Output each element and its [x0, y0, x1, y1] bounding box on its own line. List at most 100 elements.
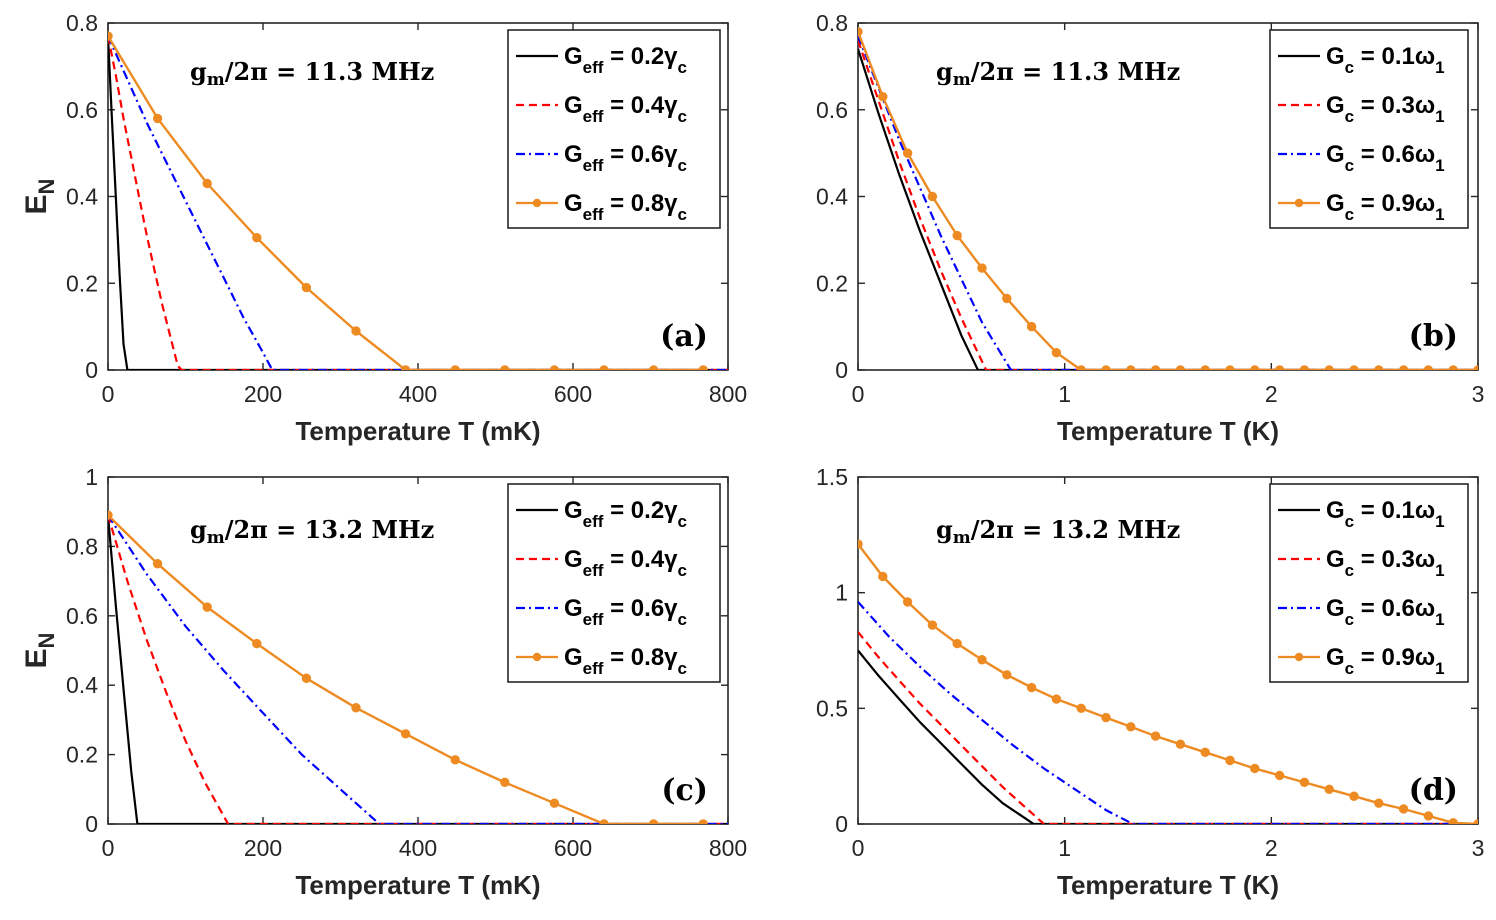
data-point: [1200, 747, 1210, 757]
legend-entry-2: Geff = 0.4γc: [564, 92, 687, 126]
data-point: [500, 777, 510, 788]
data-point: [1324, 784, 1334, 794]
data-point: [1349, 365, 1359, 370]
legend-entry-1: Geff = 0.2γc: [564, 497, 687, 531]
x-tick-label: 800: [709, 381, 747, 407]
data-point: [1448, 818, 1458, 824]
data-point: [301, 282, 312, 293]
annotation: gm/2π = 11.3 MHz: [190, 57, 434, 90]
data-point: [400, 365, 411, 370]
y-tick-label: 0.4: [66, 184, 98, 210]
data-point: [1175, 365, 1186, 370]
data-point: [549, 798, 560, 808]
legend-box: [1269, 483, 1469, 683]
y-tick-label: 0.6: [816, 97, 848, 123]
panel-label: (d): [1409, 773, 1458, 808]
data-point: [1126, 722, 1136, 732]
legend-marker: [532, 652, 542, 662]
data-point: [450, 365, 460, 370]
y-tick-label: 0: [835, 357, 848, 383]
data-point: [977, 263, 987, 273]
data-point: [202, 178, 212, 189]
y-tick-label: 1.5: [816, 464, 848, 490]
data-point: [1398, 804, 1409, 814]
y-tick-label: 0.8: [66, 533, 98, 559]
data-point: [1299, 365, 1310, 370]
legend-entry-3: Geff = 0.6γc: [564, 595, 687, 629]
series-group: [858, 26, 1478, 370]
series-group: [108, 31, 728, 370]
x-axis-label: Temperature T (K): [1057, 416, 1279, 446]
x-tick-label: 200: [244, 835, 282, 861]
legend-marker: [1294, 652, 1304, 662]
panel-d: 0 1 2 3 0 0.5 1 1.5 Temperature T (K) gm/2π = 13.…: [816, 464, 1484, 900]
data-point: [952, 638, 962, 649]
data-point: [301, 673, 312, 683]
y-axis-label: EN: [20, 179, 59, 215]
data-point: [1026, 682, 1037, 693]
legend-box: [507, 29, 721, 229]
data-point: [1126, 365, 1136, 370]
legend-marker: [532, 198, 542, 208]
data-point: [1076, 365, 1086, 370]
data-point: [1101, 365, 1111, 370]
data-point: [977, 655, 987, 665]
data-point: [1200, 365, 1210, 370]
data-point: [927, 620, 938, 630]
y-tick-label: 0.6: [66, 603, 98, 629]
y-tick-label: 1: [85, 464, 98, 490]
series-line-1: [858, 649, 1478, 824]
x-tick-label: 3: [1472, 381, 1485, 407]
data-point: [902, 597, 913, 607]
legend: Geff = 0.2γc Geff = 0.4γc Geff = 0.6γc Geff…: [507, 29, 721, 229]
legend-entry-2: Gc = 0.3ω1: [1326, 92, 1445, 126]
y-tick-label: 0: [835, 811, 848, 837]
panel-c: 0 200 400 600 800 0 0.2 0.4 0.6 0.8 1 Temperature T…: [20, 464, 747, 900]
data-point: [1324, 365, 1334, 370]
x-tick-label: 2: [1265, 381, 1278, 407]
x-axis-label: Temperature T (mK): [295, 870, 540, 900]
x-tick-label: 1: [1058, 835, 1071, 861]
data-point: [1051, 347, 1062, 358]
data-point: [927, 191, 938, 202]
series-line-3: [858, 35, 1478, 370]
data-point: [599, 819, 609, 824]
data-point: [648, 365, 659, 370]
data-point: [1423, 365, 1434, 370]
series-line-2: [108, 35, 728, 370]
data-point: [1150, 365, 1161, 370]
series-group: [108, 510, 728, 824]
series-line-2: [858, 631, 1478, 824]
x-tick-label: 3: [1472, 835, 1485, 861]
series-line-3: [858, 601, 1478, 824]
series-line-3: [108, 514, 728, 824]
y-tick-label: 0: [85, 357, 98, 383]
panel-a: 0 200 400 600 800 0 0.2 0.4 0.6 0.8 Temperature T …: [20, 10, 747, 446]
data-point: [252, 638, 262, 649]
legend-entry-4: Geff = 0.8γc: [564, 190, 687, 224]
legend-entry-3: Gc = 0.6ω1: [1326, 595, 1445, 629]
x-tick-label: 0: [102, 835, 115, 861]
x-tick-label: 0: [102, 381, 115, 407]
x-tick-label: 0: [852, 835, 865, 861]
data-point: [1225, 365, 1235, 370]
data-point: [952, 230, 962, 241]
data-point: [1473, 819, 1478, 824]
data-point: [1250, 365, 1260, 370]
series-line-2: [858, 40, 1478, 370]
data-point: [878, 571, 888, 582]
legend-entry-2: Geff = 0.4γc: [564, 546, 687, 580]
legend-marker: [1294, 198, 1304, 208]
data-point: [1274, 770, 1285, 781]
data-point: [1374, 798, 1384, 808]
data-point: [1274, 365, 1285, 370]
data-point: [1076, 703, 1086, 714]
data-point: [549, 365, 560, 370]
data-point: [351, 703, 361, 713]
data-point: [1398, 365, 1409, 370]
series-group: [858, 539, 1478, 824]
data-point: [1374, 365, 1384, 370]
x-axis-label: Temperature T (mK): [295, 416, 540, 446]
data-point: [1299, 777, 1310, 788]
